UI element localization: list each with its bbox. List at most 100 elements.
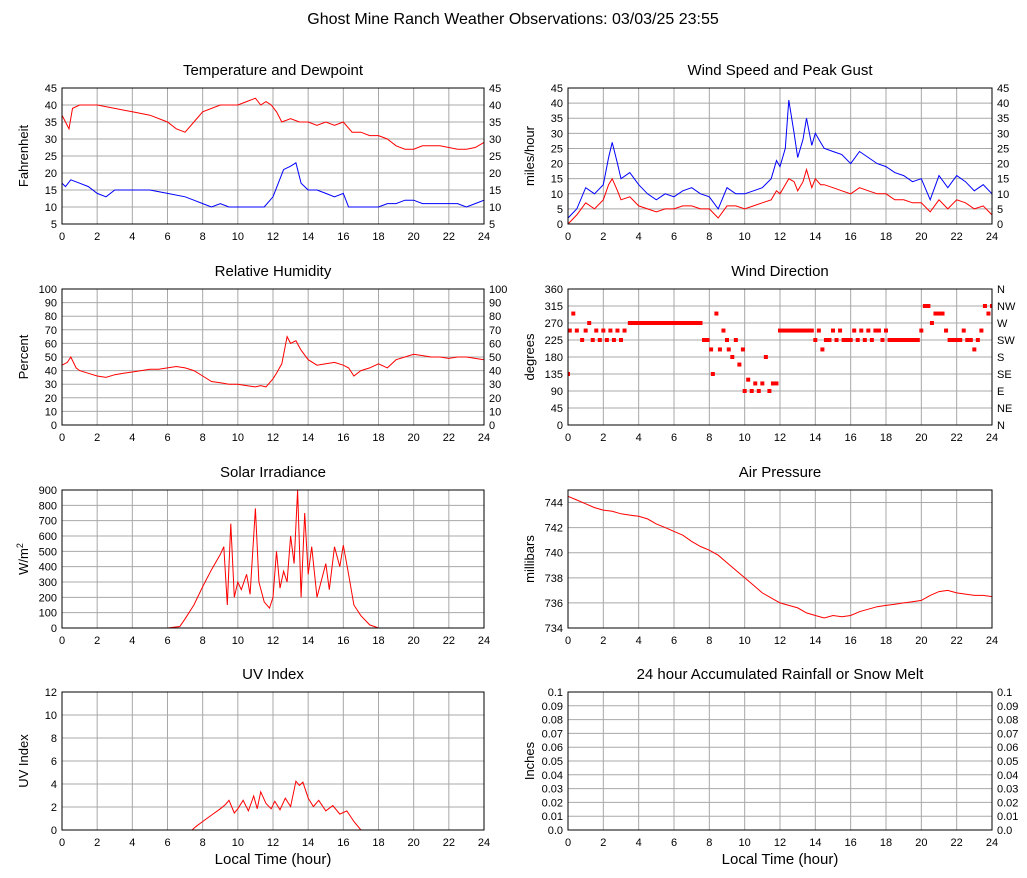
chart-title: Temperature and Dewpoint bbox=[183, 62, 364, 79]
wind-direction-point bbox=[652, 321, 657, 325]
wind-direction-point bbox=[583, 328, 588, 333]
wind-direction-point bbox=[795, 328, 800, 333]
y-tick-label: 30 bbox=[45, 134, 57, 146]
y-right-tick-label: NW bbox=[997, 301, 1016, 313]
wind-direction-point bbox=[615, 328, 620, 333]
y-right-tick-label: 0.03 bbox=[997, 784, 1018, 796]
wind-direction-point bbox=[663, 321, 668, 325]
wind-direction-point bbox=[645, 321, 650, 325]
wind-direction-point bbox=[601, 328, 606, 333]
y-right-tick-label: 50 bbox=[489, 352, 501, 364]
y-right-tick-label: 35 bbox=[997, 113, 1009, 125]
x-tick-label: 4 bbox=[636, 837, 642, 849]
wind-direction-point bbox=[656, 321, 661, 325]
y-right-tick-label: N bbox=[997, 420, 1005, 432]
x-tick-label: 2 bbox=[94, 837, 100, 849]
y-right-tick-label: 40 bbox=[489, 100, 501, 112]
x-tick-label: 18 bbox=[880, 432, 892, 444]
y-right-tick-label: 60 bbox=[489, 338, 501, 350]
wind-direction-point bbox=[922, 304, 927, 308]
solar-series-line-0 bbox=[62, 490, 484, 628]
x-tick-label: 20 bbox=[915, 432, 927, 444]
wind-direction-point bbox=[641, 321, 646, 325]
wind-direction-point bbox=[726, 347, 731, 352]
x-tick-label: 2 bbox=[94, 635, 100, 647]
wind-direction-point bbox=[571, 311, 576, 316]
wind-direction-point bbox=[710, 372, 715, 376]
plot-frame bbox=[61, 691, 485, 831]
x-tick-label: 2 bbox=[94, 432, 100, 444]
pressure-series-line-0 bbox=[568, 495, 992, 619]
plot-frame bbox=[61, 288, 485, 426]
wind-direction-point bbox=[823, 338, 828, 342]
rh-series-line-0 bbox=[62, 335, 484, 388]
wind-direction-point bbox=[770, 381, 775, 386]
x-tick-label: 16 bbox=[337, 837, 349, 849]
wind-direction-point bbox=[594, 328, 599, 333]
x-tick-label: 18 bbox=[880, 635, 892, 647]
wind-direction-point bbox=[721, 328, 726, 333]
x-tick-label: 12 bbox=[267, 837, 279, 849]
wind-direction-point bbox=[698, 321, 703, 325]
wind-direction-point bbox=[680, 321, 685, 325]
y-tick-label: 0.04 bbox=[542, 770, 563, 782]
x-tick-label: 14 bbox=[809, 837, 821, 849]
y-tick-label: 360 bbox=[545, 284, 563, 296]
wind-direction-point bbox=[965, 338, 970, 342]
y-axis-label: Percent bbox=[16, 334, 31, 379]
wind-direction-point bbox=[781, 328, 786, 333]
wind-direction-point bbox=[940, 311, 945, 316]
wind-direction-point bbox=[580, 338, 585, 342]
y-tick-label: 30 bbox=[45, 379, 57, 391]
x-tick-label: 18 bbox=[372, 231, 384, 243]
wind-direction-point bbox=[845, 338, 850, 342]
y-tick-label: 200 bbox=[39, 592, 57, 604]
y-tick-label: 740 bbox=[545, 548, 563, 560]
wind-direction-point bbox=[694, 321, 699, 325]
x-tick-label: 2 bbox=[94, 231, 100, 243]
temp-chart: 0 2 4 6 8 10 12 14 16 18 20 22 245101520253035404551… bbox=[16, 62, 501, 243]
plot-frame bbox=[567, 691, 993, 831]
x-tick-label: 8 bbox=[200, 837, 206, 849]
x-tick-label: 16 bbox=[337, 432, 349, 444]
x-tick-label: 0 bbox=[59, 231, 65, 243]
wind-direction-point bbox=[972, 347, 977, 352]
y-tick-label: 4 bbox=[51, 779, 57, 791]
x-tick-label: 12 bbox=[774, 231, 786, 243]
wind-direction-point bbox=[802, 328, 807, 333]
y-axis-label: degrees bbox=[522, 333, 537, 380]
x-tick-label: 8 bbox=[706, 837, 712, 849]
x-tick-label: 22 bbox=[443, 432, 455, 444]
wind-direction-point bbox=[961, 328, 966, 333]
y-tick-label: 20 bbox=[551, 159, 563, 171]
wind-direction-point bbox=[568, 372, 570, 376]
x-tick-label: 8 bbox=[706, 231, 712, 243]
x-tick-label: 10 bbox=[739, 635, 751, 647]
x-tick-label: 8 bbox=[200, 432, 206, 444]
x-tick-label: 12 bbox=[774, 635, 786, 647]
x-tick-label: 22 bbox=[443, 837, 455, 849]
wind-chart: 0 2 4 6 8 10 12 14 16 18 20 22 240510152025303540450… bbox=[522, 62, 1009, 243]
y-right-tick-label: 35 bbox=[489, 117, 501, 129]
wind-direction-point bbox=[862, 338, 867, 342]
y-tick-label: 5 bbox=[51, 219, 57, 231]
wind-direction-point bbox=[631, 321, 636, 325]
y-right-tick-label: 15 bbox=[489, 185, 501, 197]
y-right-tick-label: 10 bbox=[997, 189, 1009, 201]
y-tick-label: 0 bbox=[557, 219, 563, 231]
wind-direction-point bbox=[611, 338, 616, 342]
wind-direction-point bbox=[954, 338, 959, 342]
x-tick-label: 20 bbox=[915, 635, 927, 647]
wind-direction-point bbox=[831, 328, 835, 333]
temp-series-line-1 bbox=[62, 162, 484, 208]
y-right-tick-label: NE bbox=[997, 403, 1012, 415]
y-tick-label: 700 bbox=[39, 516, 57, 528]
winddir-series-group bbox=[568, 304, 992, 393]
y-right-tick-label: S bbox=[997, 352, 1004, 364]
y-tick-label: 736 bbox=[545, 598, 563, 610]
wind-direction-point bbox=[898, 338, 903, 342]
y-tick-label: 25 bbox=[45, 151, 57, 163]
y-tick-label: 315 bbox=[545, 301, 563, 313]
wind-direction-point bbox=[859, 328, 864, 333]
